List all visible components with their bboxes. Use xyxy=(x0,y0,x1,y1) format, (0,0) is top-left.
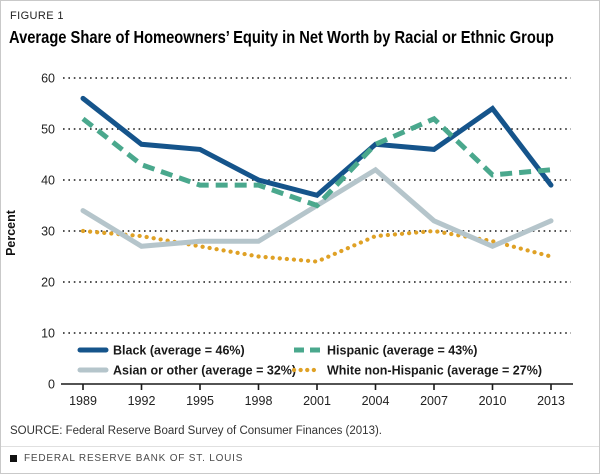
x-tick-label: 2010 xyxy=(479,394,507,408)
legend-label: Hispanic (average = 43%) xyxy=(327,344,477,358)
y-tick-label: 30 xyxy=(41,225,55,239)
square-bullet-icon xyxy=(10,455,17,462)
series-line-black xyxy=(80,95,554,199)
y-tick-label: 50 xyxy=(41,123,55,137)
y-tick-label: 0 xyxy=(48,378,55,392)
chart-title: Average Share of Homeowners’ Equity in N… xyxy=(9,27,554,47)
x-tick-label: 2001 xyxy=(303,394,331,408)
x-tick-label: 2013 xyxy=(537,394,565,408)
y-tick-label: 20 xyxy=(41,276,55,290)
footer-divider xyxy=(1,446,599,447)
legend-label: White non-Hispanic (average = 27%) xyxy=(327,364,542,378)
x-tick-label: 1989 xyxy=(69,394,97,408)
x-tick-label: 1998 xyxy=(245,394,273,408)
series-line-hispanic xyxy=(81,115,552,209)
source-note: SOURCE: Federal Reserve Board Survey of … xyxy=(10,425,382,437)
footer-brand: FEDERAL RESERVE BANK OF ST. LOUIS xyxy=(10,453,243,464)
y-tick-label: 40 xyxy=(41,174,55,188)
x-tick-label: 1995 xyxy=(186,394,214,408)
y-axis-title: Percent xyxy=(4,209,18,256)
x-tick-label: 2004 xyxy=(362,394,390,408)
x-tick-label: 1992 xyxy=(128,394,156,408)
y-tick-label: 10 xyxy=(41,327,55,341)
legend-label: Asian or other (average = 32%) xyxy=(113,364,296,378)
y-tick-label: 60 xyxy=(41,72,55,86)
footer-brand-text: FEDERAL RESERVE BANK OF ST. LOUIS xyxy=(24,453,244,464)
figure-label: FIGURE 1 xyxy=(10,10,64,22)
legend-label: Black (average = 46%) xyxy=(113,344,245,358)
x-tick-label: 2007 xyxy=(420,394,448,408)
